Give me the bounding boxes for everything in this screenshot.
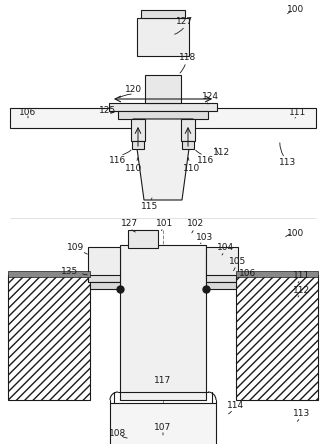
Text: 116: 116	[197, 155, 215, 164]
Text: 108: 108	[110, 428, 126, 437]
Text: 127: 127	[122, 218, 139, 227]
Bar	[206, 247, 238, 275]
Bar	[8, 275, 90, 400]
Text: 112: 112	[214, 147, 230, 156]
Bar	[137, 18, 189, 56]
Bar	[88, 247, 120, 275]
Bar	[131, 119, 145, 141]
Bar	[88, 273, 120, 282]
Text: 110: 110	[183, 163, 200, 173]
Bar	[8, 271, 90, 277]
Bar	[132, 141, 144, 149]
Text: 117: 117	[155, 376, 171, 385]
Bar	[110, 403, 216, 444]
Text: 111: 111	[293, 270, 311, 280]
Text: 100: 100	[288, 5, 304, 15]
Text: 104: 104	[217, 242, 235, 251]
Bar	[145, 75, 181, 103]
Bar	[128, 230, 158, 248]
Text: 127: 127	[176, 17, 194, 27]
Bar	[206, 273, 236, 282]
Bar	[181, 119, 195, 141]
Text: 106: 106	[239, 269, 257, 278]
Bar	[206, 282, 236, 289]
Text: 112: 112	[293, 285, 311, 294]
Text: 107: 107	[155, 423, 171, 432]
Text: 110: 110	[126, 163, 143, 173]
Text: 100: 100	[288, 229, 304, 238]
Text: 120: 120	[126, 86, 142, 95]
Text: 118: 118	[179, 53, 197, 63]
Text: 125: 125	[99, 106, 117, 115]
Text: 109: 109	[67, 242, 85, 251]
Text: 106: 106	[19, 107, 37, 116]
Bar	[118, 111, 208, 119]
Bar	[141, 10, 185, 18]
Text: 124: 124	[201, 91, 218, 100]
Text: 116: 116	[110, 155, 126, 164]
Bar	[182, 141, 194, 149]
Bar	[10, 108, 316, 128]
Bar	[90, 282, 120, 289]
Text: 102: 102	[187, 218, 204, 227]
Text: 111: 111	[289, 107, 307, 116]
Text: 113: 113	[293, 408, 311, 417]
Text: 114: 114	[228, 400, 244, 409]
Bar	[109, 103, 217, 111]
Bar	[236, 271, 318, 277]
Text: 105: 105	[230, 257, 247, 266]
Text: 115: 115	[141, 202, 159, 210]
Bar	[236, 275, 318, 400]
Bar	[120, 245, 206, 400]
Polygon shape	[133, 119, 193, 200]
Text: 113: 113	[279, 158, 297, 166]
Text: 101: 101	[156, 218, 174, 227]
Text: 135: 135	[61, 266, 79, 275]
Text: 103: 103	[196, 233, 214, 242]
